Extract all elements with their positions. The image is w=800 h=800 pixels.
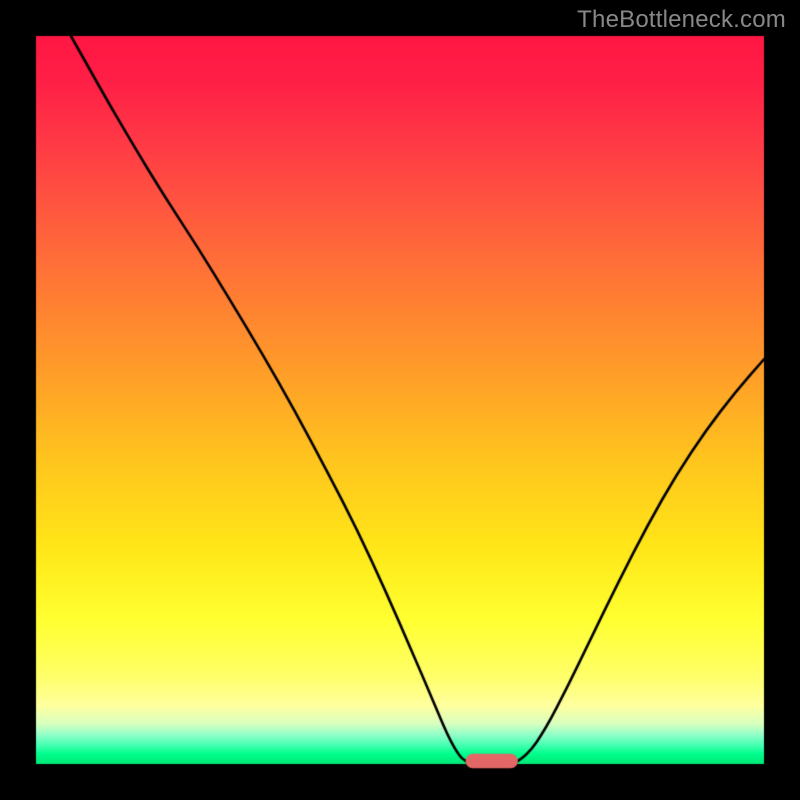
watermark-text: TheBottleneck.com [577, 6, 786, 33]
chart-container: TheBottleneck.com [0, 0, 800, 800]
bottleneck-chart [0, 0, 800, 800]
watermark: TheBottleneck.com [577, 6, 786, 34]
